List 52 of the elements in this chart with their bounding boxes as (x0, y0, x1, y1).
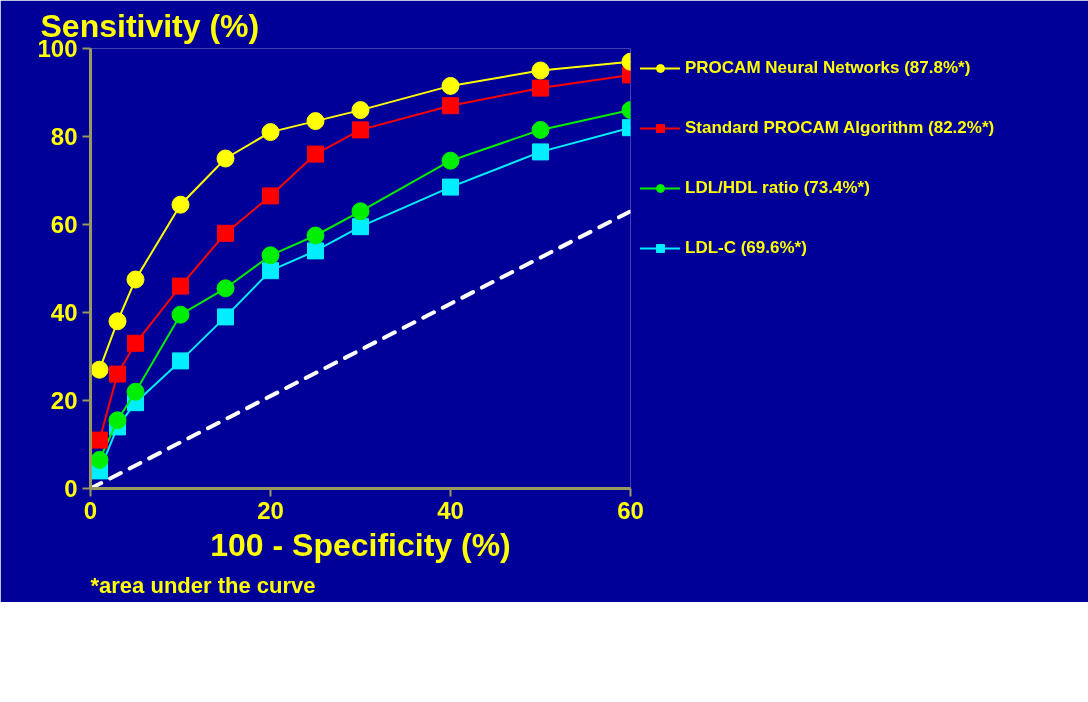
point (216, 149, 235, 168)
point (127, 334, 144, 352)
point (442, 97, 459, 115)
point (531, 120, 550, 139)
x-tick-label: 0 (83, 496, 98, 524)
legend-label: LDL/HDL ratio (73.4%*) (685, 178, 870, 198)
point (442, 178, 459, 196)
point (217, 308, 234, 326)
point (108, 411, 127, 430)
point (90, 450, 109, 469)
point (171, 305, 190, 324)
point (90, 360, 109, 379)
point (532, 143, 549, 161)
point (216, 279, 235, 298)
point (109, 365, 126, 383)
point (352, 121, 369, 139)
point (262, 187, 279, 205)
point (531, 61, 550, 80)
legend-label: LDL-C (69.6%*) (685, 238, 807, 258)
y-tick-label: 20 (50, 387, 78, 414)
point (262, 262, 279, 280)
point (172, 352, 189, 370)
y-tick-label: 80 (50, 123, 78, 150)
point (441, 151, 460, 170)
point (351, 202, 370, 221)
legend-label: Standard PROCAM Algorithm (82.2%*) (685, 118, 995, 138)
point (532, 79, 549, 97)
point (171, 195, 190, 214)
point (261, 246, 280, 265)
point (306, 112, 325, 131)
x-tick-label: 60 (617, 496, 644, 524)
point (217, 224, 234, 242)
point (307, 242, 324, 260)
point (351, 101, 370, 120)
point (91, 431, 108, 449)
point (126, 382, 145, 401)
x-tick-label: 40 (437, 496, 464, 524)
point (307, 145, 324, 163)
y-tick-label: 0 (64, 475, 78, 502)
x-tick-label: 20 (257, 496, 284, 524)
y-tick-label: 40 (50, 299, 78, 326)
x-axis-title: 100 - Specificity (%) (210, 526, 511, 563)
point (108, 312, 127, 331)
point (441, 76, 460, 95)
text: *area under the curve (90, 572, 316, 598)
legend-label: PROCAM Neural Networks (87.8%*) (685, 58, 971, 78)
point (126, 270, 145, 289)
point (261, 123, 280, 142)
point (352, 218, 369, 236)
point (306, 226, 325, 245)
point (172, 277, 189, 295)
y-tick-label: 60 (50, 211, 78, 238)
